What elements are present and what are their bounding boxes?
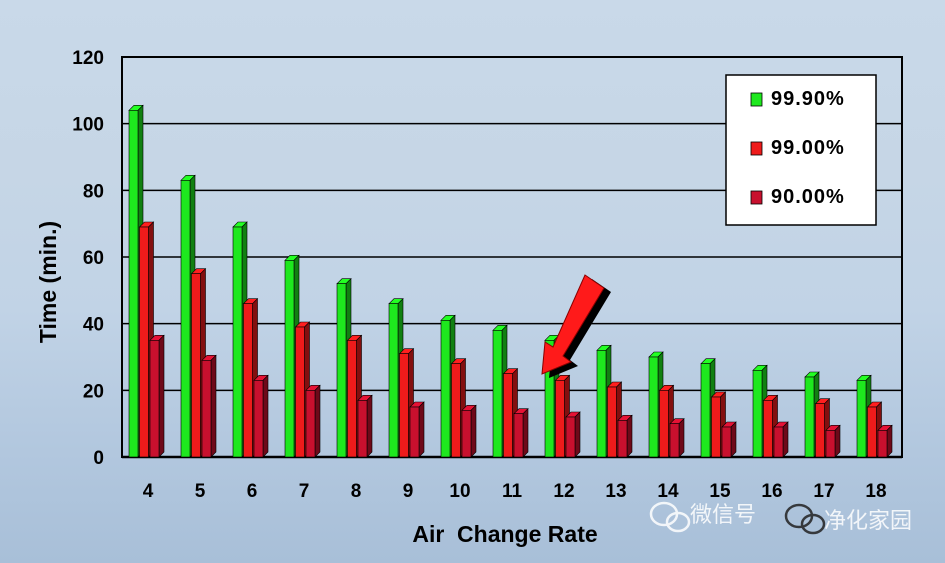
- bar-90.00%-10: [461, 404, 477, 458]
- y-tick-label: 120: [72, 48, 104, 69]
- y-tick-label: 40: [83, 315, 104, 336]
- x-axis-title: Air Change Rate: [412, 521, 597, 547]
- bar-90.00%-11: [513, 407, 529, 458]
- x-tick-label: 10: [449, 481, 470, 502]
- x-tick-label: 12: [553, 481, 574, 502]
- legend-swatch: [750, 92, 763, 107]
- legend-item: 90.00%: [750, 186, 845, 208]
- bar-90.00%-4: [149, 334, 165, 458]
- bar-90.00%-15: [721, 421, 737, 458]
- y-tick-label: 80: [83, 181, 104, 202]
- legend-item: 99.00%: [750, 137, 845, 159]
- x-tick-label: 9: [403, 481, 414, 502]
- x-tick-label: 18: [865, 481, 886, 502]
- bar-90.00%-7: [305, 384, 321, 458]
- bar-90.00%-5: [201, 354, 217, 458]
- legend-label: 90.00%: [771, 186, 845, 208]
- x-tick-label: 7: [299, 481, 310, 502]
- watermark: 微信号 净化家园: [649, 501, 912, 535]
- x-tick-label: 6: [247, 481, 258, 502]
- bar-90.00%-6: [253, 374, 269, 458]
- y-axis-title: Time (min.): [35, 221, 61, 343]
- y-tick-label: 100: [72, 115, 104, 136]
- bar-90.00%-16: [773, 421, 789, 458]
- y-tick-label: 60: [83, 248, 104, 269]
- y-tick-label: 20: [83, 381, 104, 402]
- x-tick-labels: 4 5 6 7 8 9 10 11 12 13 14 15 16 17 18: [143, 481, 887, 502]
- x-tick-label: 4: [143, 481, 154, 502]
- bar-90.00%-12: [565, 411, 581, 458]
- legend-swatch: [750, 141, 763, 156]
- x-tick-label: 17: [813, 481, 834, 502]
- x-tick-label: 16: [761, 481, 782, 502]
- y-tick-label: 0: [93, 448, 104, 469]
- x-tick-label: 13: [605, 481, 626, 502]
- bar-90.00%-9: [409, 401, 425, 458]
- x-tick-label: 5: [195, 481, 206, 502]
- watermark-text-left: 微信号: [690, 503, 756, 528]
- annotation-arrow: [541, 274, 611, 378]
- bar-90.00%-8: [357, 394, 373, 458]
- wechat-icon: [784, 503, 826, 535]
- x-tick-label: 15: [709, 481, 731, 502]
- bar-90.00%-13: [617, 414, 633, 458]
- legend-label: 99.00%: [771, 137, 845, 159]
- wechat-icon: [649, 501, 691, 533]
- x-tick-label: 14: [657, 481, 679, 502]
- bar-90.00%-17: [825, 424, 841, 458]
- bar-90.00%-18: [877, 424, 893, 458]
- legend: 99.90% 99.00% 90.00%: [725, 74, 877, 226]
- x-tick-label: 8: [351, 481, 362, 502]
- legend-item: 99.90%: [750, 88, 845, 110]
- x-tick-label: 11: [502, 481, 523, 502]
- legend-label: 99.90%: [771, 88, 845, 110]
- bar-marks: [128, 104, 893, 458]
- y-tick-labels: 0 20 40 60 80 100 120: [72, 48, 104, 469]
- bar-90.00%-14: [669, 417, 685, 458]
- legend-swatch: [750, 190, 763, 205]
- watermark-text-right: 净化家园: [824, 509, 912, 534]
